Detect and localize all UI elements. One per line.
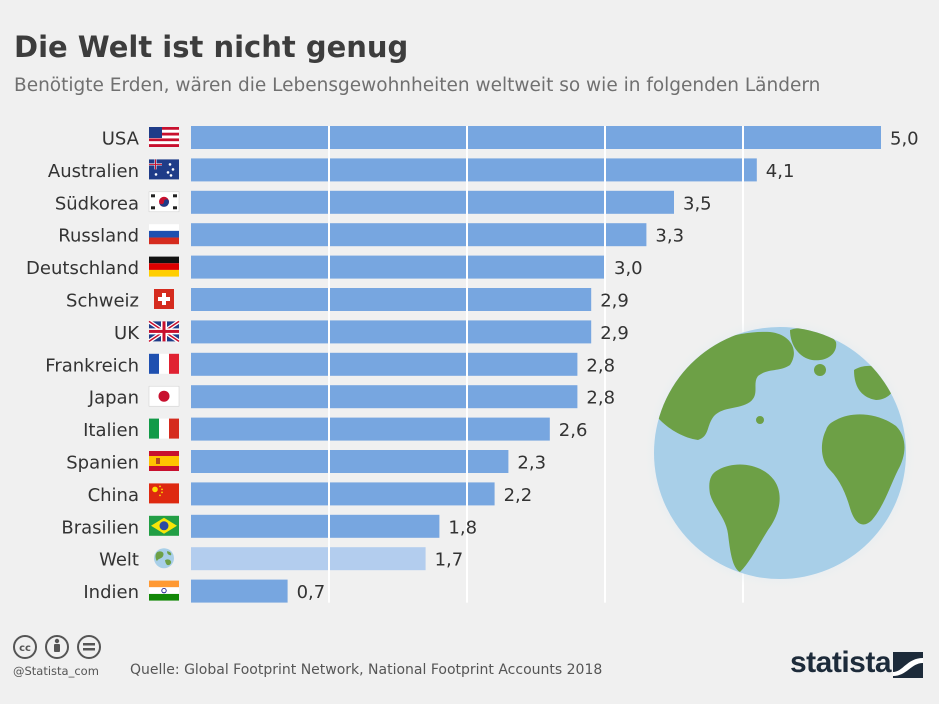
bar-italien (191, 417, 550, 441)
flag-switzerland (154, 289, 174, 309)
bar-spanien (191, 450, 509, 473)
flag-australia (149, 159, 179, 180)
category-label: Russland (58, 226, 139, 247)
value-label: 3,0 (614, 258, 643, 279)
flag-icons (147, 127, 181, 601)
bar-südkorea (191, 190, 674, 214)
category-label: China (88, 485, 139, 506)
value-label: 2,9 (600, 291, 629, 312)
bar-australien (191, 158, 757, 182)
value-label: 2,9 (600, 323, 629, 344)
bar-schweiz (191, 288, 592, 311)
category-label: Schweiz (66, 291, 139, 312)
value-labels: 5,0 4,1 3,5 3,3 3,0 2,9 2,9 2,8 2,8 2,6 2,3 2,2 1,8 1… (297, 129, 919, 604)
category-label: Japan (88, 388, 139, 409)
bar-indien (191, 579, 288, 603)
value-label: 5,0 (890, 129, 919, 150)
flag-france (149, 353, 179, 374)
value-label: 1,8 (448, 517, 477, 538)
bar-china (191, 482, 495, 506)
flag-spain (149, 451, 179, 471)
category-label: Italien (83, 420, 139, 441)
category-label: Südkorea (55, 193, 139, 214)
flag-india (149, 580, 179, 601)
footer-handle: @Statista_com (13, 664, 99, 678)
category-label: Spanien (66, 453, 139, 474)
bar-usa (191, 126, 881, 149)
flag-uk (147, 319, 181, 344)
source-note: Quelle: Global Footprint Network, Nation… (130, 662, 603, 678)
bar-uk (191, 320, 592, 344)
bars-group (191, 126, 881, 603)
globe-illustration (642, 315, 918, 590)
statista-logo-icon (893, 652, 923, 678)
value-label: 2,3 (517, 453, 546, 474)
category-label: USA (102, 129, 140, 150)
flag-south-korea (148, 191, 180, 213)
value-label: 3,3 (655, 226, 684, 247)
flag-italy (149, 418, 179, 439)
chart-title: Die Welt ist nicht genug (14, 30, 409, 64)
category-label: Frankreich (45, 355, 139, 376)
creative-commons-icons: cc (13, 635, 101, 659)
category-labels: USA Australien Südkorea Russland Deutschland… (26, 129, 140, 604)
flag-russia (149, 224, 179, 245)
value-label: 3,5 (683, 193, 712, 214)
category-label: Brasilien (61, 517, 139, 538)
chart-subtitle: Benötigte Erden, wären die Lebensgewohnh… (14, 75, 821, 96)
bar-russland (191, 223, 647, 247)
flag-china (149, 483, 179, 504)
bar-welt (191, 547, 426, 571)
value-label: 2,8 (586, 355, 615, 376)
value-label: 2,6 (559, 420, 588, 441)
bar-frankreich (191, 352, 578, 376)
svg-text:cc: cc (19, 643, 31, 654)
flag-japan (148, 385, 180, 407)
value-label: 0,7 (297, 582, 326, 603)
bar-deutschland (191, 255, 605, 279)
value-label: 2,2 (504, 485, 533, 506)
flag-germany (149, 256, 179, 277)
category-label: Welt (99, 550, 139, 571)
globe-icon (154, 548, 174, 569)
value-label: 2,8 (586, 388, 615, 409)
bar-japan (191, 385, 578, 409)
flag-usa (149, 127, 179, 147)
value-label: 1,7 (435, 550, 464, 571)
category-label: Deutschland (26, 258, 139, 279)
category-label: Indien (83, 582, 139, 603)
flag-brazil (149, 515, 179, 536)
category-label: Australien (48, 161, 139, 182)
value-label: 4,1 (766, 161, 795, 182)
bar-brasilien (191, 514, 440, 538)
statista-logo-text[interactable]: statista (790, 646, 892, 679)
category-label: UK (114, 323, 140, 344)
